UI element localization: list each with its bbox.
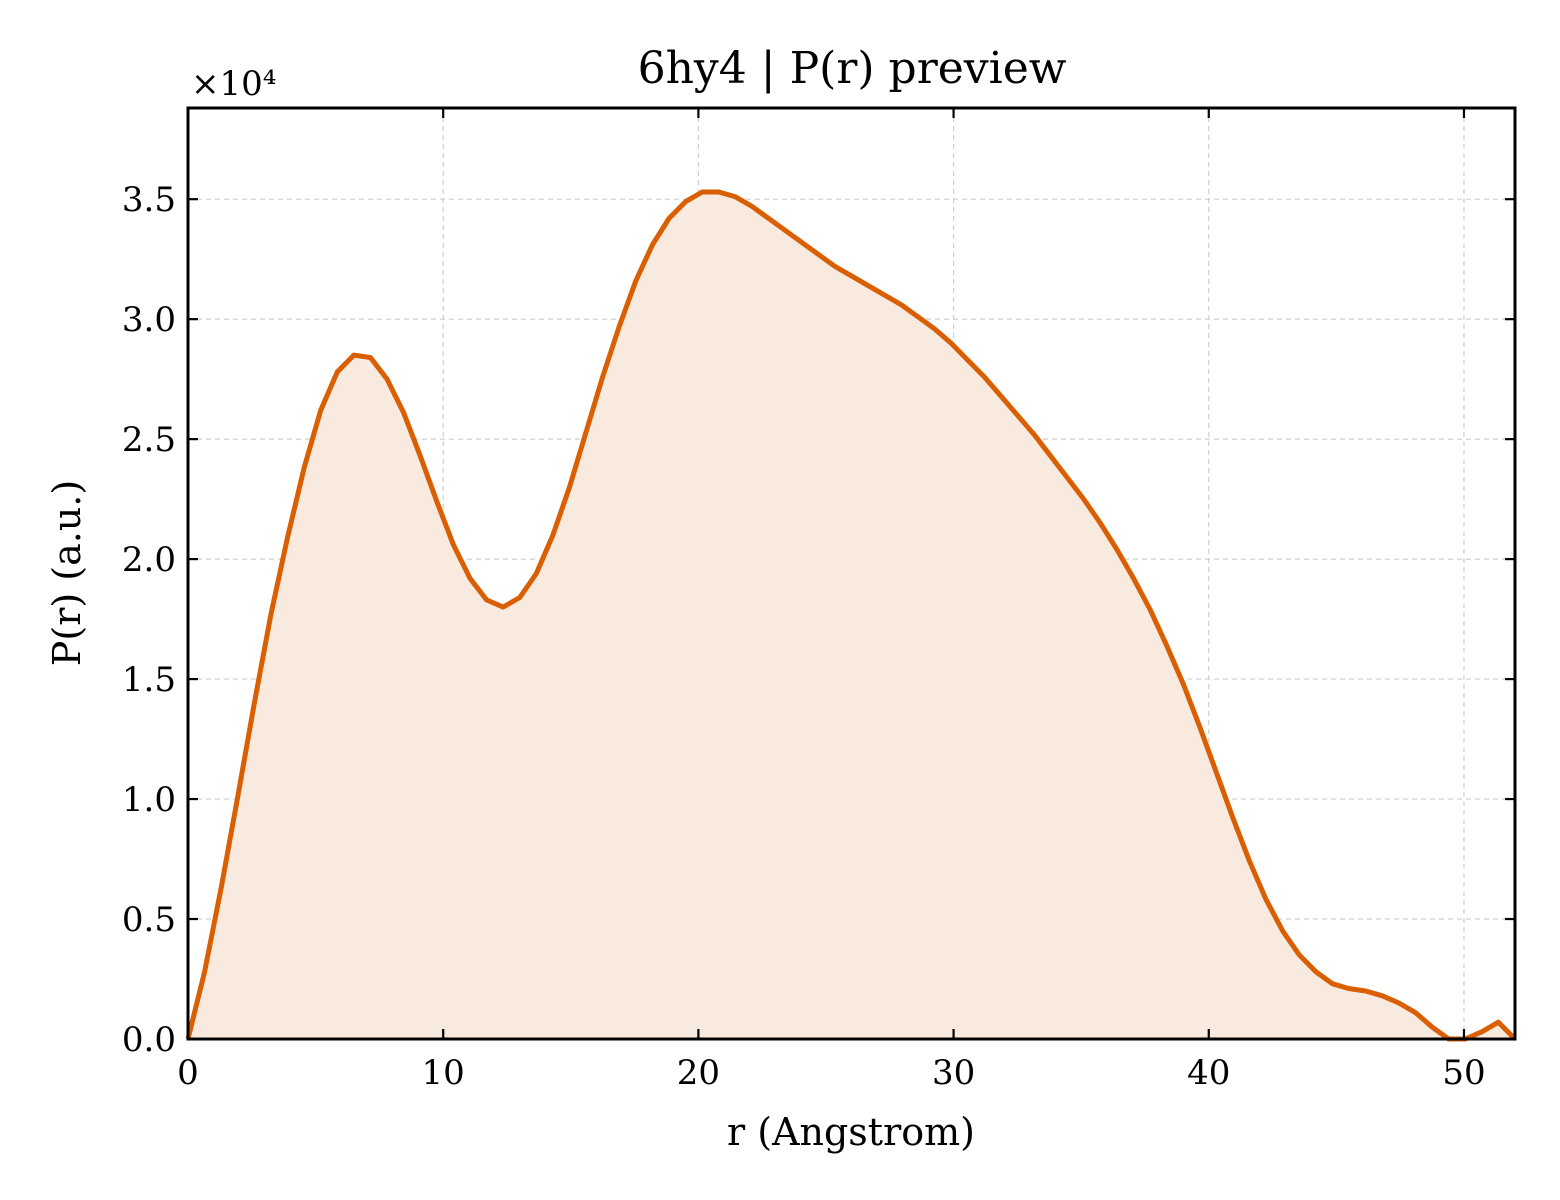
x-tick-label: 0 [177, 1053, 199, 1093]
y-tick-label: 2.0 [122, 540, 176, 580]
y-tick-label: 2.5 [122, 420, 176, 460]
y-tick-label: 1.5 [122, 660, 176, 700]
x-tick-label: 50 [1442, 1053, 1485, 1093]
y-axis-label: P(r) (a.u.) [45, 480, 89, 666]
x-tick-label: 40 [1187, 1053, 1230, 1093]
y-tick-label: 3.0 [122, 300, 176, 340]
chart-title: 6hy4 | P(r) preview [638, 43, 1067, 94]
y-tick-label: 1.0 [122, 780, 176, 820]
x-tick-label: 10 [422, 1053, 465, 1093]
area-fill [188, 191, 1515, 1040]
y-offset-label: ×10⁴ [191, 64, 276, 104]
x-tick-label: 20 [677, 1053, 720, 1093]
y-tick-labels: 0.0 0.5 1.0 1.5 2.0 2.5 3.0 3.5 [122, 180, 176, 1060]
y-tick-label: 0.5 [122, 900, 176, 940]
plot-frame [186, 106, 1517, 1041]
x-tick-label: 30 [932, 1053, 975, 1093]
series-line [185, 189, 1517, 1042]
y-tick-label: 0.0 [122, 1020, 176, 1060]
y-tick-label: 3.5 [122, 180, 176, 220]
x-axis-label: r (Angstrom) [727, 1110, 975, 1154]
x-tick-labels: 0 10 20 30 40 50 [177, 1053, 1485, 1093]
